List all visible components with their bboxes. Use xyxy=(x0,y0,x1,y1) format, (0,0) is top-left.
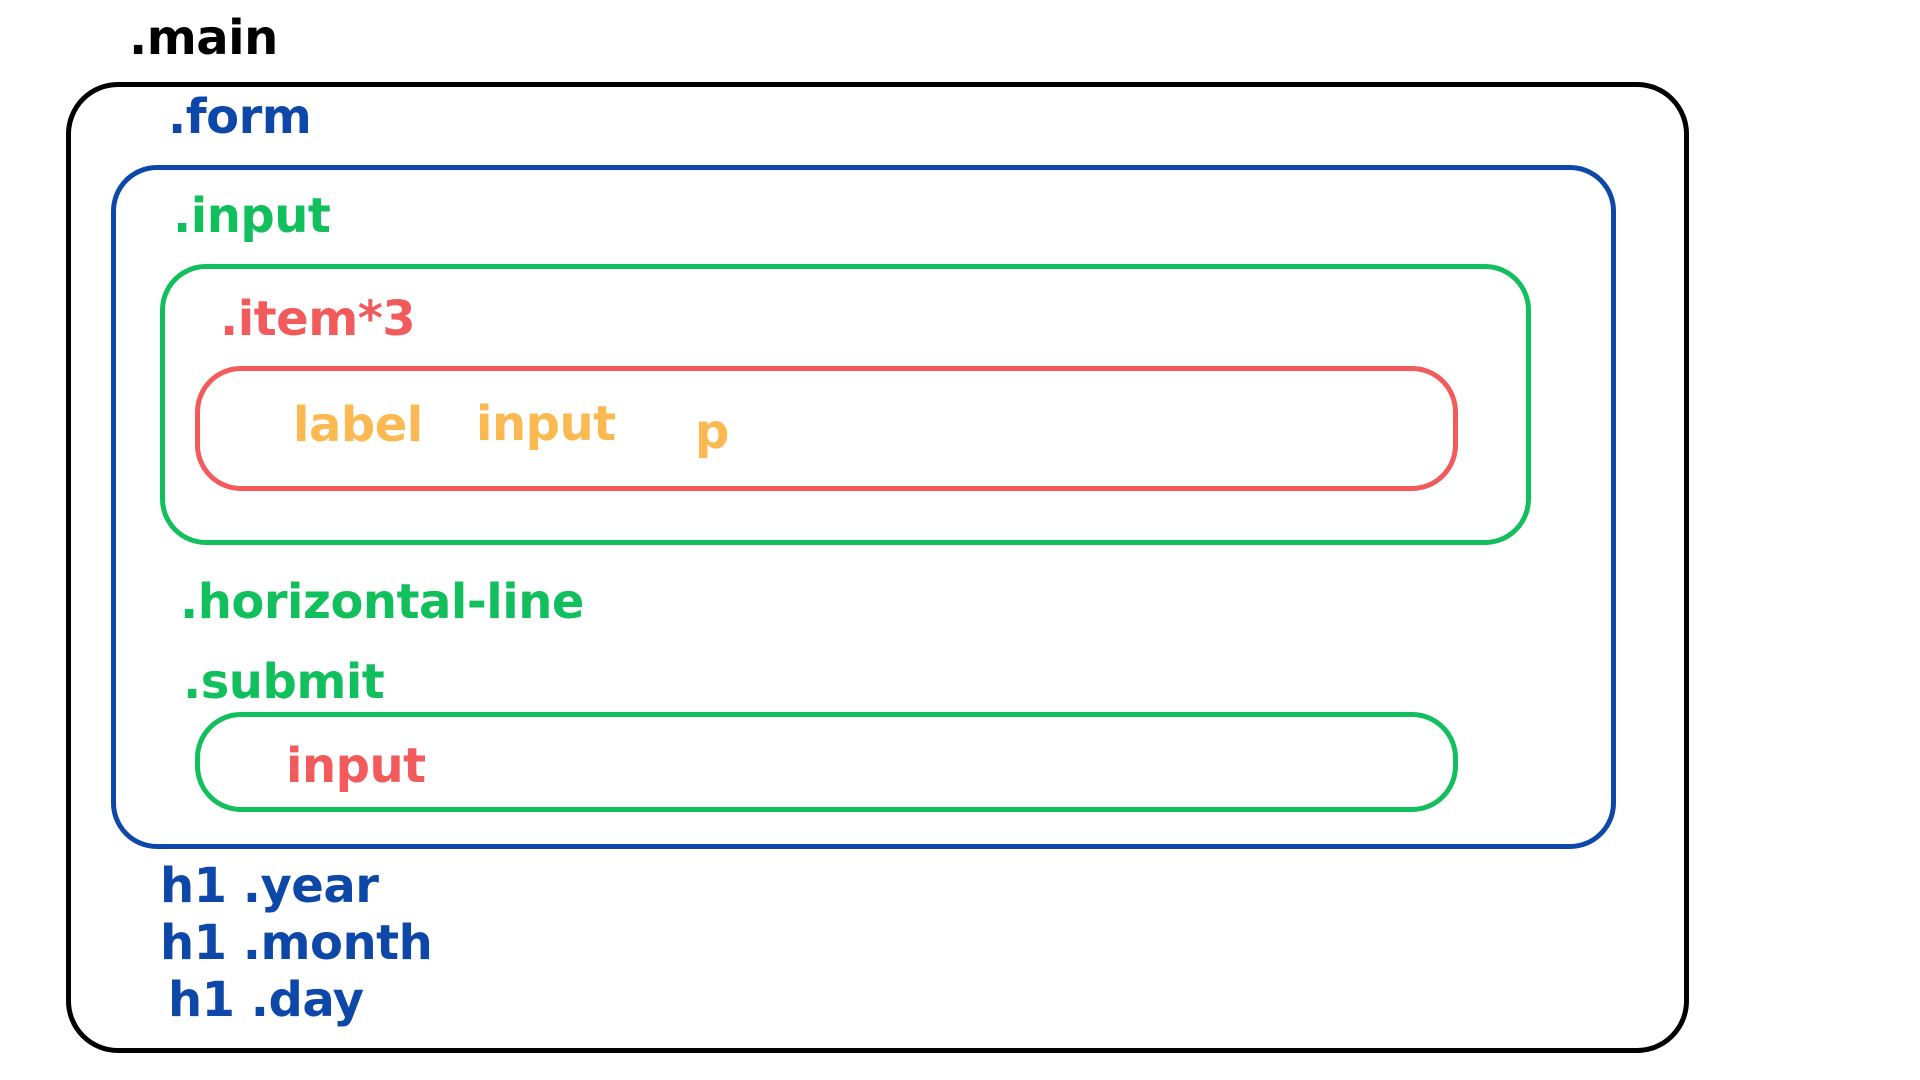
horizontal-line-label: .horizontal-line xyxy=(180,574,584,630)
submit-box xyxy=(195,712,1458,812)
submit-label: .submit xyxy=(183,654,385,710)
item-field-label: label xyxy=(293,397,423,453)
item-box xyxy=(195,366,1458,491)
main-box xyxy=(66,82,1689,1053)
form-label: .form xyxy=(168,89,312,145)
h1-year-label: h1 .year xyxy=(160,858,379,914)
submit-input-label: input xyxy=(286,738,426,794)
input-group-label: .input xyxy=(173,188,331,244)
main-label: .main xyxy=(129,10,278,66)
input-group-box xyxy=(160,264,1531,545)
h1-month-label: h1 .month xyxy=(160,915,433,971)
h1-day-label: h1 .day xyxy=(168,972,364,1028)
item-field-input: input xyxy=(476,396,616,452)
item-field-p: p xyxy=(695,404,729,460)
form-box xyxy=(111,165,1616,849)
item-label: .item*3 xyxy=(220,291,416,347)
